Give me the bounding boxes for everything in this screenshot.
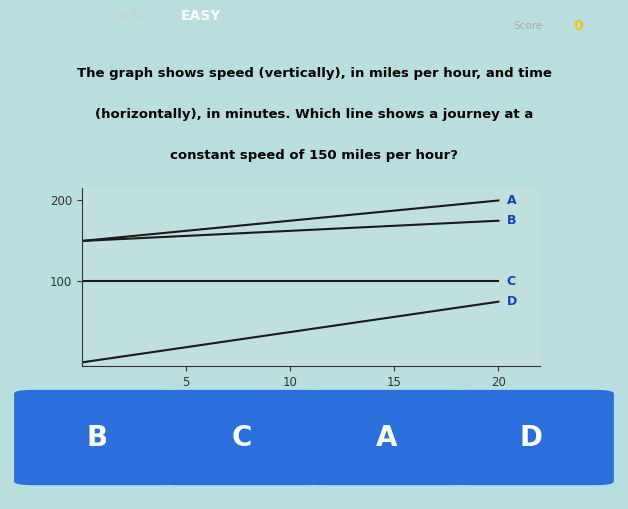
FancyBboxPatch shape xyxy=(303,390,469,485)
Text: D: D xyxy=(507,295,517,308)
Text: 0: 0 xyxy=(573,19,583,34)
Text: A: A xyxy=(376,423,397,451)
Text: constant speed of 150 miles per hour?: constant speed of 150 miles per hour? xyxy=(170,149,458,162)
Text: The graph shows speed (vertically), in miles per hour, and time: The graph shows speed (vertically), in m… xyxy=(77,67,551,80)
FancyBboxPatch shape xyxy=(14,390,181,485)
Text: A: A xyxy=(507,194,516,207)
Text: 1 of 10: 1 of 10 xyxy=(106,11,145,21)
FancyBboxPatch shape xyxy=(447,390,614,485)
Text: (horizontally), in minutes. Which line shows a journey at a: (horizontally), in minutes. Which line s… xyxy=(95,108,533,121)
Text: B: B xyxy=(507,214,516,227)
Text: C: C xyxy=(232,423,252,451)
Text: Score: Score xyxy=(513,21,542,32)
Text: D: D xyxy=(519,423,542,451)
FancyBboxPatch shape xyxy=(158,390,325,485)
Text: EASY: EASY xyxy=(181,9,221,23)
Text: B: B xyxy=(87,423,108,451)
Text: C: C xyxy=(507,275,516,288)
